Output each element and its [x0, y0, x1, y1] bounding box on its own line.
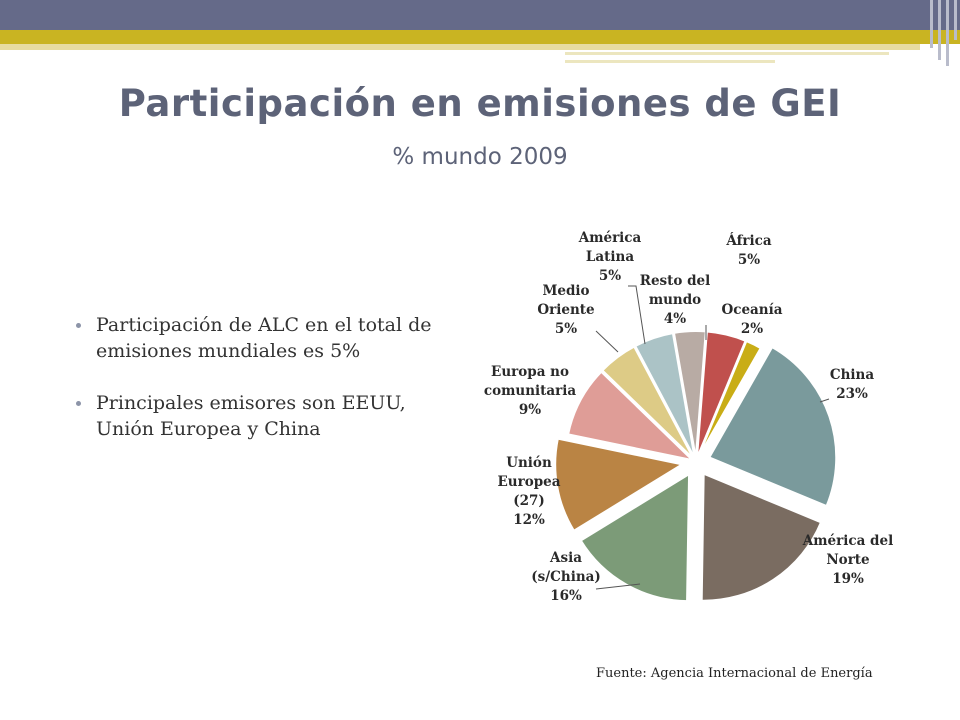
leader-line	[595, 583, 641, 590]
header-accent-bar	[0, 30, 960, 44]
slice-label: África 5%	[725, 233, 772, 268]
pie-slice	[600, 345, 695, 460]
slice-label: China 23%	[830, 367, 875, 402]
decorative-vertical-line	[930, 0, 933, 48]
slice-label: América Latina 5%	[578, 230, 642, 284]
slice-label: Medio Oriente 5%	[537, 283, 594, 337]
bullet-item: Principales emisores son EEUU, Unión Eur…	[72, 390, 432, 442]
bullet-item: Participación de ALC en el total de emis…	[72, 312, 432, 364]
slide-subtitle: % mundo 2009	[392, 144, 568, 170]
header-thin-line	[565, 52, 889, 55]
decorative-vertical-line	[946, 0, 949, 66]
slice-label: Oceanía 2%	[721, 302, 782, 337]
pie-slice	[696, 339, 763, 459]
pie-slice	[554, 437, 685, 533]
decorative-vertical-line	[954, 0, 957, 40]
leader-line	[628, 285, 646, 345]
pie-slice	[566, 370, 696, 462]
header-accent-light-bar	[0, 44, 920, 50]
leader-line	[595, 330, 619, 353]
source-note: Fuente: Agencia Internacional de Energía	[596, 666, 873, 681]
slice-label: Resto del mundo 4%	[640, 273, 711, 327]
pie-slice	[633, 331, 696, 459]
header-bar	[0, 0, 960, 30]
slice-label: América del Norte 19%	[802, 533, 893, 587]
pie-slice	[579, 472, 691, 603]
slide-title: Participación en emisiones de GEI	[118, 82, 842, 125]
header-thin-line	[565, 60, 775, 63]
leader-line	[819, 398, 830, 403]
bullet-list: Participación de ALC en el total de emis…	[72, 312, 432, 468]
slice-label: Asia (s/China) 16%	[531, 550, 601, 604]
slice-label: Europa no comunitaria 9%	[484, 364, 576, 418]
pie-slice	[700, 472, 823, 602]
pie-slice	[707, 345, 838, 508]
decorative-vertical-line	[938, 0, 941, 60]
slice-label: Unión Europea (27) 12%	[498, 455, 561, 528]
